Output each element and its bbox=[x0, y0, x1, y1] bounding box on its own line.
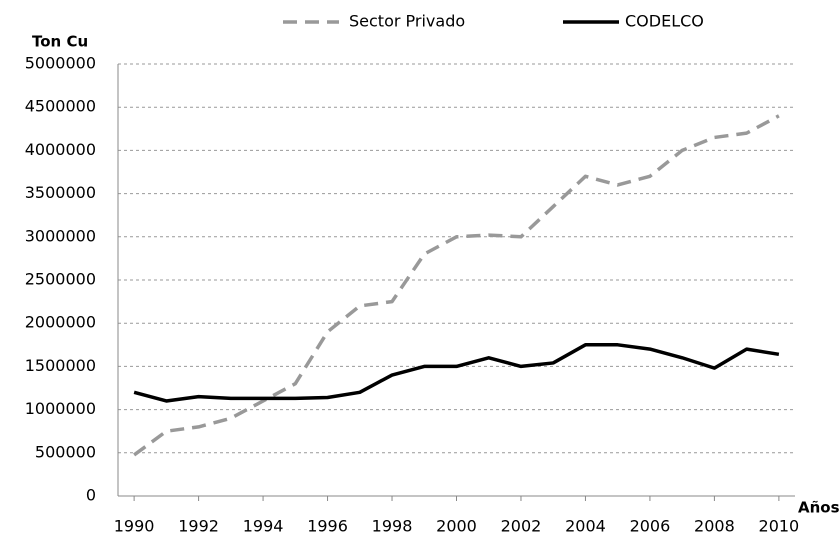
x-tick-label: 2000 bbox=[436, 517, 477, 534]
series-line bbox=[133, 343, 780, 403]
x-tick-label: 2002 bbox=[501, 517, 542, 534]
y-tick-label: 2000000 bbox=[25, 313, 96, 332]
x-tick-label: 1998 bbox=[372, 517, 413, 534]
y-tick-label: 500000 bbox=[35, 442, 96, 461]
y-tick-label: 3500000 bbox=[25, 183, 96, 202]
x-tick-label: 1996 bbox=[307, 517, 348, 534]
x-tick-label: 2004 bbox=[565, 517, 606, 534]
x-tick-label: 2010 bbox=[759, 517, 800, 534]
legend-label: CODELCO bbox=[625, 12, 704, 31]
x-tick-label: 1992 bbox=[178, 517, 219, 534]
x-axis-label: Años bbox=[798, 499, 839, 517]
y-tick-label: 2500000 bbox=[25, 270, 96, 289]
y-tick-label: 0 bbox=[86, 486, 96, 505]
y-tick-label: 4500000 bbox=[25, 97, 96, 116]
y-tick-label: 3000000 bbox=[25, 226, 96, 245]
y-tick-label: 1500000 bbox=[25, 356, 96, 375]
x-tick-label: 2008 bbox=[694, 517, 735, 534]
series-line bbox=[133, 114, 780, 457]
x-tick-label: 1994 bbox=[243, 517, 284, 534]
x-tick-label: 1990 bbox=[114, 517, 155, 534]
y-axis-label: Ton Cu bbox=[32, 33, 88, 51]
y-tick-label: 5000000 bbox=[25, 54, 96, 73]
x-tick-label: 2006 bbox=[630, 517, 671, 534]
legend-label: Sector Privado bbox=[349, 12, 465, 31]
y-tick-label: 4000000 bbox=[25, 140, 96, 159]
y-tick-label: 1000000 bbox=[25, 399, 96, 418]
